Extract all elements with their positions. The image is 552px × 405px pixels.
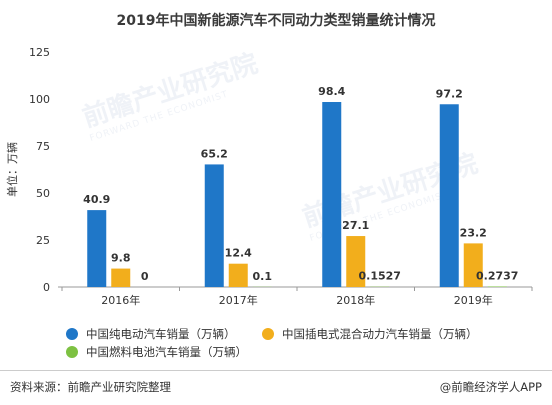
y-tick-label: 125 xyxy=(29,46,50,59)
legend-label-bev: 中国纯电动汽车销量（万辆） xyxy=(86,326,236,342)
data-label-bev: 98.4 xyxy=(318,85,345,98)
legend-swatch-fcev xyxy=(66,346,78,358)
x-tick-label: 2018年 xyxy=(336,293,375,307)
x-tick-label: 2017年 xyxy=(219,293,258,307)
data-label-bev: 40.9 xyxy=(83,193,110,206)
legend-item-bev: 中国纯电动汽车销量（万辆） xyxy=(66,326,236,342)
legend-swatch-phev xyxy=(262,328,274,340)
footer: 资料来源：前瞻产业研究院整理 @前瞻经济学人APP xyxy=(0,370,552,405)
y-tick-label: 75 xyxy=(36,140,50,153)
data-label-fcev: 0.2737 xyxy=(476,269,518,282)
data-label-fcev: 0.1527 xyxy=(359,270,401,283)
data-label-fcev: 0 xyxy=(141,270,149,283)
y-tick-label: 25 xyxy=(36,234,50,247)
bar-fcev xyxy=(488,286,507,287)
y-tick-label: 0 xyxy=(43,281,50,294)
legend-label-fcev: 中国燃料电池汽车销量（万辆） xyxy=(86,344,247,360)
data-label-phev: 23.2 xyxy=(460,226,487,239)
data-label-bev: 65.2 xyxy=(201,147,228,160)
data-label-bev: 97.2 xyxy=(436,87,463,100)
data-label-phev: 27.1 xyxy=(342,219,369,232)
bar-phev xyxy=(229,264,248,287)
legend-item-fcev: 中国燃料电池汽车销量（万辆） xyxy=(66,344,247,360)
data-label-phev: 9.8 xyxy=(111,252,131,265)
y-tick-label: 50 xyxy=(36,187,50,200)
y-tick-label: 100 xyxy=(29,93,50,106)
x-tick-label: 2019年 xyxy=(454,293,493,307)
legend-swatch-bev xyxy=(66,328,78,340)
source-note: 资料来源：前瞻产业研究院整理 xyxy=(10,379,171,395)
bar-bev xyxy=(322,102,341,287)
legend: 中国纯电动汽车销量（万辆） 中国插电式混合动力汽车销量（万辆） 中国燃料电池汽车… xyxy=(0,324,552,364)
bar-bev xyxy=(205,164,224,287)
bar-phev xyxy=(111,269,130,287)
legend-label-phev: 中国插电式混合动力汽车销量（万辆） xyxy=(282,326,478,342)
data-label-fcev: 0.1 xyxy=(253,270,273,283)
bar-bev xyxy=(440,104,459,287)
data-label-phev: 12.4 xyxy=(225,247,252,260)
x-tick-label: 2016年 xyxy=(101,293,140,307)
credit-note: @前瞻经济学人APP xyxy=(440,379,542,395)
legend-item-phev: 中国插电式混合动力汽车销量（万辆） xyxy=(262,326,478,342)
y-axis-label: 单位：万辆 xyxy=(5,142,19,197)
bar-bev xyxy=(87,210,106,287)
